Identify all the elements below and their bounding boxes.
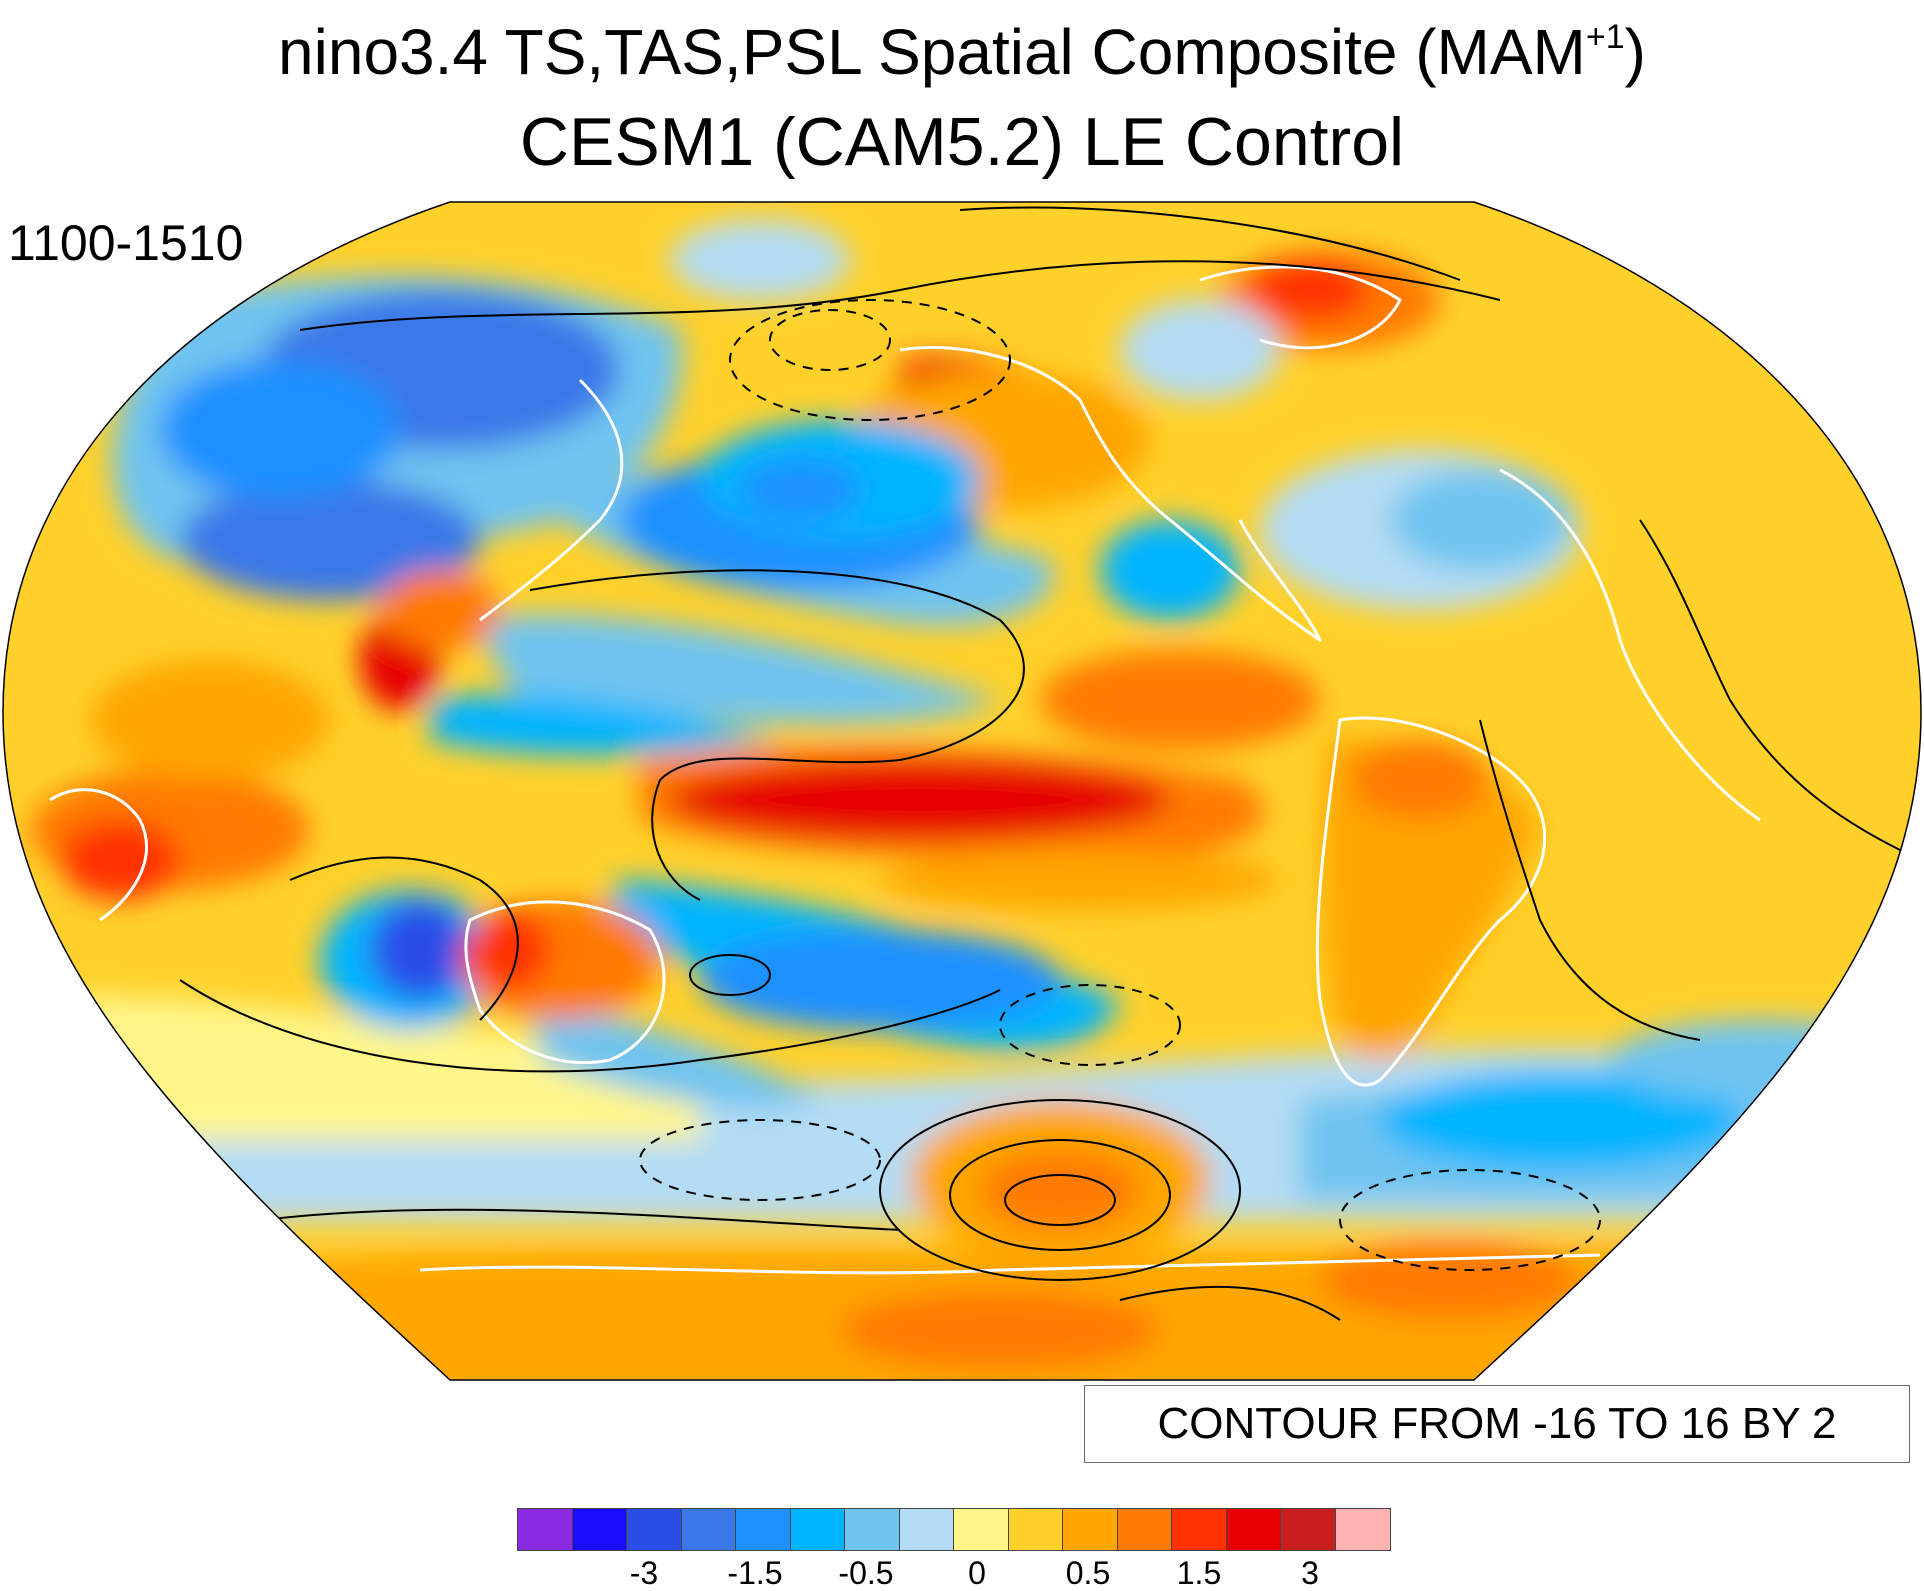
title-superscript: +1 [1585, 18, 1625, 56]
colorbar-tick-label: 0 [968, 1555, 986, 1591]
contour-positive [1479, 719, 1701, 1041]
colorbar-swatch [572, 1509, 627, 1550]
colorbar-swatch [1172, 1509, 1227, 1550]
contour-positive [689, 954, 771, 996]
colorbar-swatch [627, 1509, 682, 1550]
contour-positive [199, 1208, 901, 1231]
colorbar-swatch [1063, 1509, 1118, 1550]
colorbar-tick-label: 0.5 [1065, 1555, 1111, 1591]
map-field [3, 202, 1921, 1380]
chart-subtitle: CESM1 (CAM5.2) LE Control [519, 104, 1405, 180]
contour-positive [1119, 1285, 1341, 1321]
colorbar-swatch [736, 1509, 791, 1550]
contour-negative [729, 299, 1011, 421]
colorbar-swatch [899, 1509, 954, 1550]
colorbar-swatch [1281, 1509, 1336, 1550]
period-label: 1100-1510 [8, 215, 244, 271]
colorbar-swatch [954, 1509, 1009, 1550]
colorbar [517, 1508, 1391, 1551]
contour-positive [959, 206, 1461, 281]
contour-positive [289, 856, 519, 1021]
contour-positive [1004, 1174, 1116, 1226]
colorbar-tick-label: 1.5 [1176, 1555, 1222, 1591]
colorbar-swatch [790, 1509, 845, 1550]
coastlines [49, 265, 1761, 1275]
world-map [2, 201, 1922, 1381]
contour-positive [179, 979, 1001, 1073]
colorbar-swatch [681, 1509, 736, 1550]
contour-negative [769, 309, 891, 371]
title-close: ) [1624, 16, 1646, 88]
colorbar-tick-label: -1.5 [727, 1555, 783, 1591]
contour-negative [639, 1119, 881, 1201]
psl-contours [179, 206, 1901, 1321]
contour-positive [879, 1099, 1241, 1281]
title-main: nino3.4 TS,TAS,PSL Spatial Composite (MA… [278, 16, 1586, 88]
colorbar-tick-label: -3 [629, 1555, 659, 1591]
colorbar-tick-label: 3 [1301, 1555, 1319, 1591]
colorbar-swatch [1008, 1509, 1063, 1550]
contour-positive [949, 1139, 1171, 1251]
contour-negative [999, 984, 1181, 1066]
contour-positive [529, 569, 1025, 901]
globe-outline [2, 201, 1922, 1381]
contour-positive [1639, 519, 1901, 851]
colorbar-swatch [1226, 1509, 1281, 1550]
anomaly-patches [3, 220, 1921, 1380]
colorbar-swatch [845, 1509, 900, 1550]
colorbar-swatch [518, 1509, 573, 1550]
colorbar-swatch [1117, 1509, 1172, 1550]
chart-title: nino3.4 TS,TAS,PSL Spatial Composite (MA… [0, 14, 1924, 90]
contour-positive [299, 260, 1501, 331]
colorbar-swatch [1335, 1509, 1390, 1550]
contour-negative [1339, 1169, 1601, 1271]
colorbar-tick-label: -0.5 [838, 1555, 894, 1591]
contour-info-box: CONTOUR FROM -16 TO 16 BY 2 [1084, 1385, 1910, 1463]
